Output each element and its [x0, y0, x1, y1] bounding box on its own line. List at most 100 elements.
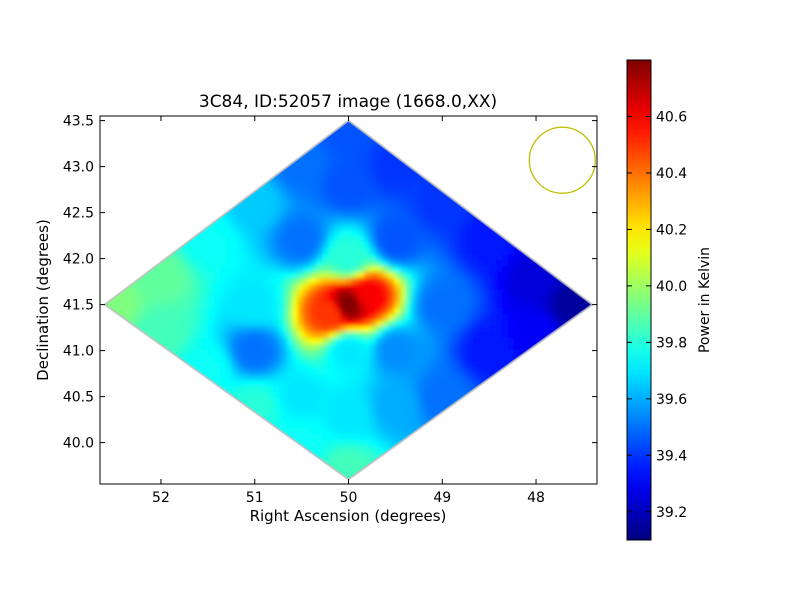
heatmap-cell — [532, 278, 539, 285]
heatmap-cell — [592, 446, 593, 453]
heatmap-cell — [220, 128, 227, 135]
heatmap-cell — [118, 272, 125, 279]
heatmap-cell — [370, 308, 377, 315]
heatmap-cell — [580, 248, 587, 255]
heatmap-cell — [124, 308, 131, 315]
heatmap-cell — [190, 170, 197, 177]
heatmap-cell — [556, 218, 563, 225]
heatmap-cell — [148, 428, 155, 435]
heatmap-cell — [352, 434, 359, 441]
heatmap-cell — [262, 128, 269, 135]
heatmap-cell — [556, 170, 563, 177]
heatmap-cell — [118, 332, 125, 339]
heatmap-cell — [184, 212, 191, 219]
heatmap-cell — [460, 224, 467, 231]
heatmap-cell — [442, 236, 449, 243]
heatmap-cell — [304, 332, 311, 339]
heatmap-cell — [496, 206, 503, 213]
heatmap-cell — [280, 314, 287, 321]
heatmap-cell — [274, 416, 281, 423]
heatmap-cell — [400, 362, 407, 369]
heatmap-cell — [508, 338, 515, 345]
heatmap-cell — [484, 314, 491, 321]
heatmap-cell — [178, 296, 185, 303]
heatmap-cell — [322, 158, 329, 165]
heatmap-cell — [154, 218, 161, 225]
heatmap-cell — [148, 188, 155, 195]
heatmap-cell — [104, 464, 107, 471]
heatmap-cell — [364, 152, 371, 159]
heatmap-cell — [472, 350, 479, 357]
heatmap-cell — [232, 452, 239, 459]
heatmap-cell — [376, 362, 383, 369]
heatmap-cell — [130, 296, 137, 303]
heatmap-cell — [118, 188, 125, 195]
heatmap-cell — [382, 266, 389, 273]
heatmap-cell — [574, 308, 581, 315]
heatmap-cell — [508, 140, 515, 147]
heatmap-cell — [484, 158, 491, 165]
heatmap-cell — [592, 266, 593, 273]
heatmap-cell — [316, 470, 323, 477]
heatmap-cell — [322, 290, 329, 297]
heatmap-cell — [454, 170, 461, 177]
heatmap-cell — [268, 134, 275, 141]
heatmap-cell — [526, 458, 533, 465]
heatmap-cell — [370, 392, 377, 399]
heatmap-cell — [226, 470, 233, 477]
heatmap-cell — [358, 134, 365, 141]
heatmap-cell — [136, 206, 143, 213]
heatmap-cell — [286, 170, 293, 177]
heatmap-cell — [358, 272, 365, 279]
heatmap-cell — [352, 254, 359, 261]
heatmap-cell — [592, 230, 593, 237]
heatmap-cell — [310, 392, 317, 399]
heatmap-cell — [298, 290, 305, 297]
heatmap-cell — [454, 434, 461, 441]
heatmap-cell — [412, 350, 419, 357]
heatmap-cell — [406, 338, 413, 345]
heatmap-cell — [544, 422, 551, 429]
heatmap-cell — [472, 452, 479, 459]
heatmap-cell — [148, 122, 155, 129]
heatmap-cell — [316, 374, 323, 381]
heatmap-cell — [418, 332, 425, 339]
heatmap-cell — [544, 404, 551, 411]
heatmap-cell — [154, 254, 161, 261]
heatmap-cell — [442, 158, 449, 165]
heatmap-cell — [220, 182, 227, 189]
heatmap-cell — [196, 200, 203, 207]
heatmap-cell — [256, 404, 263, 411]
heatmap-cell — [250, 236, 257, 243]
heatmap-cell — [472, 170, 479, 177]
heatmap-cell — [556, 176, 563, 183]
heatmap-cell — [112, 392, 119, 399]
heatmap-cell — [130, 290, 137, 297]
heatmap-cell — [382, 290, 389, 297]
heatmap-cell — [424, 120, 431, 123]
heatmap-cell — [232, 440, 239, 447]
heatmap-cell — [568, 398, 575, 405]
heatmap-cell — [406, 152, 413, 159]
heatmap-cell — [166, 386, 173, 393]
heatmap-cell — [220, 152, 227, 159]
heatmap-cell — [544, 308, 551, 315]
heatmap-cell — [220, 236, 227, 243]
heatmap-cell — [556, 380, 563, 387]
heatmap-cell — [472, 272, 479, 279]
heatmap-cell — [544, 296, 551, 303]
heatmap-cell — [364, 290, 371, 297]
heatmap-cell — [226, 230, 233, 237]
heatmap-cell — [184, 440, 191, 447]
heatmap-cell — [568, 194, 575, 201]
heatmap-cell — [262, 428, 269, 435]
heatmap-cell — [436, 470, 443, 477]
heatmap-cell — [346, 410, 353, 417]
heatmap-cell — [244, 368, 251, 375]
heatmap-cell — [550, 356, 557, 363]
heatmap-cell — [178, 212, 185, 219]
heatmap-cell — [436, 260, 443, 267]
heatmap-cell — [448, 224, 455, 231]
heatmap-cell — [436, 176, 443, 183]
heatmap-cell — [214, 362, 221, 369]
